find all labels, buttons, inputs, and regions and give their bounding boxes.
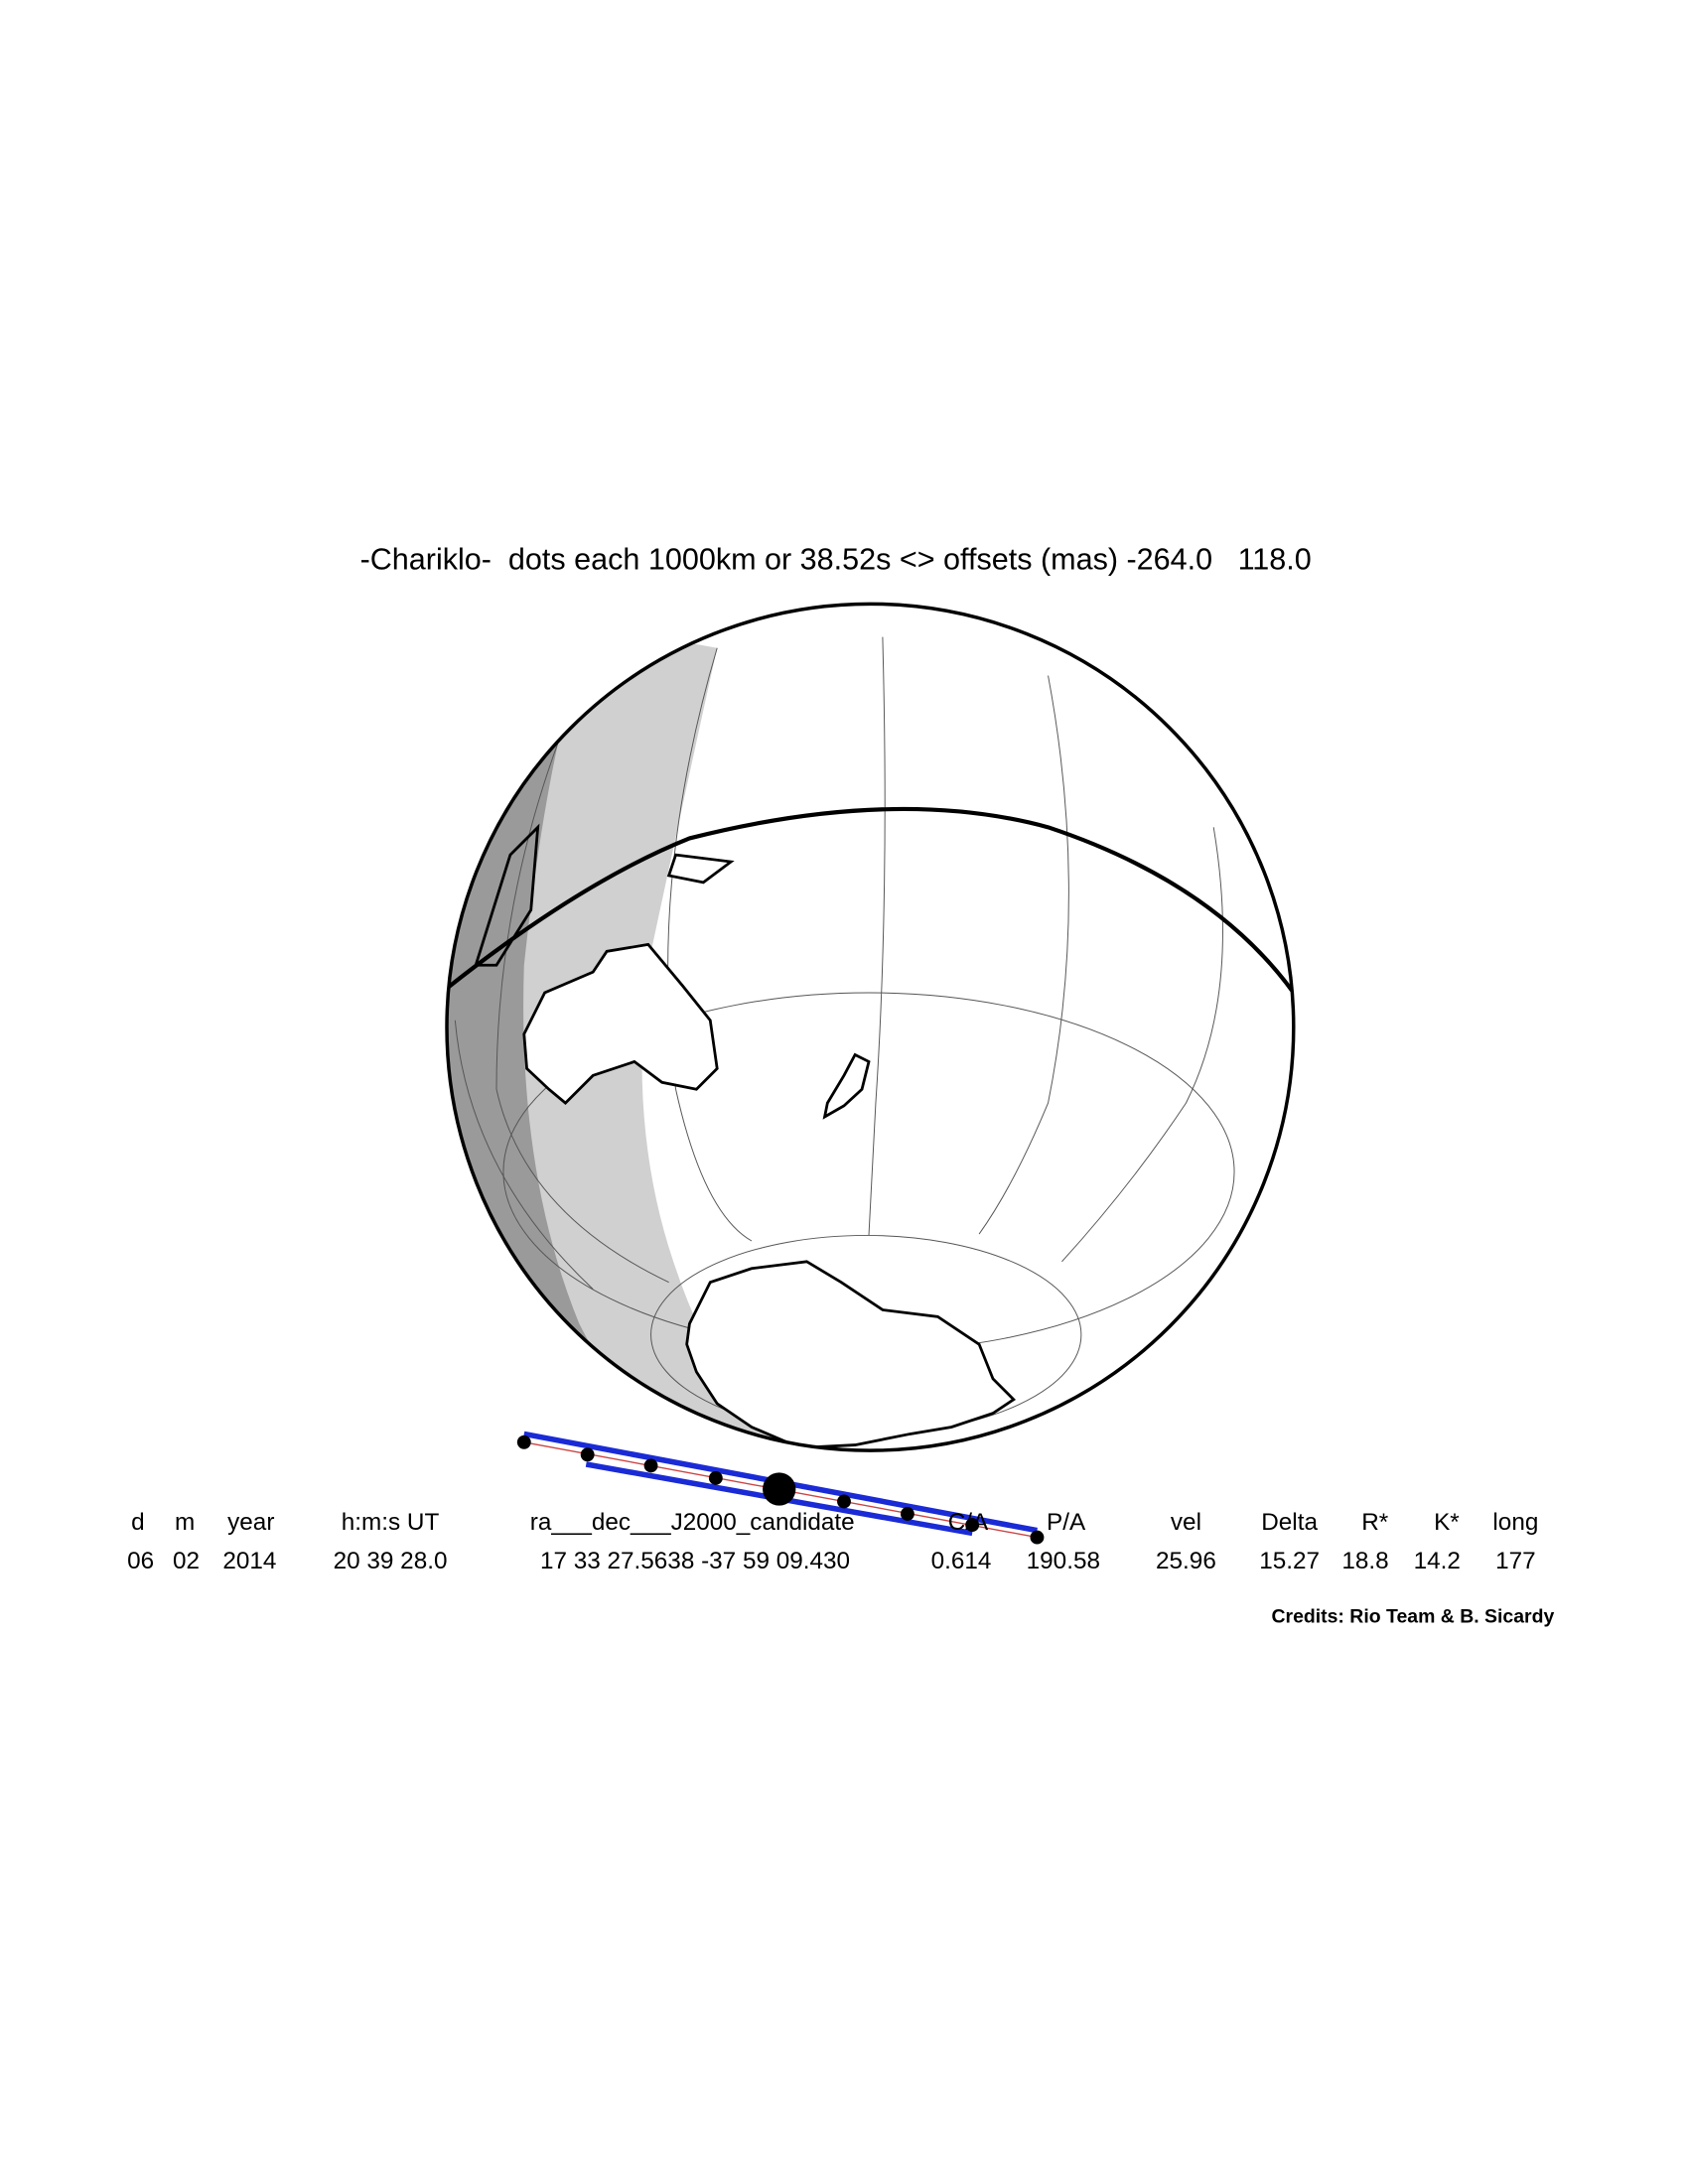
cell-value: 14.2	[1414, 1548, 1461, 1574]
cell-value: 190.58	[1027, 1548, 1100, 1574]
title: -Chariklo- dots each 1000km or 38.52s <>…	[360, 542, 1312, 576]
column-header: ra___dec___J2000_candidate	[530, 1509, 855, 1536]
column-header: K*	[1434, 1509, 1460, 1536]
column-header: R*	[1361, 1509, 1389, 1536]
column-header: P/A	[1047, 1509, 1086, 1536]
column-header: h:m:s UT	[342, 1509, 440, 1536]
cell-value: 25.96	[1156, 1548, 1216, 1574]
globe	[445, 602, 1296, 1452]
column-header: Delta	[1261, 1509, 1318, 1536]
cell-value: 02	[173, 1548, 200, 1574]
cell-value: 2014	[222, 1548, 276, 1574]
cell-value: 0.614	[931, 1548, 992, 1574]
column-header: vel	[1171, 1509, 1201, 1536]
column-header: m	[175, 1509, 195, 1536]
credits: Credits: Rio Team & B. Sicardy	[1271, 1605, 1554, 1627]
shadow-track	[516, 1431, 1045, 1545]
cell-value: 15.27	[1259, 1548, 1320, 1574]
cell-value: 177	[1495, 1548, 1536, 1574]
data-table: d m year h:m:s UT ra___dec___J2000_candi…	[127, 1509, 1538, 1574]
column-header: long	[1492, 1509, 1538, 1536]
cell-value: 20 39 28.0	[334, 1548, 448, 1574]
cell-value: 17 33 27.5638 -37 59 09.430	[540, 1548, 850, 1574]
column-header: year	[227, 1509, 274, 1536]
column-header: d	[131, 1509, 145, 1536]
cell-value: 06	[127, 1548, 154, 1574]
cell-value: 18.8	[1341, 1548, 1388, 1574]
column-header: C/A	[948, 1509, 989, 1536]
